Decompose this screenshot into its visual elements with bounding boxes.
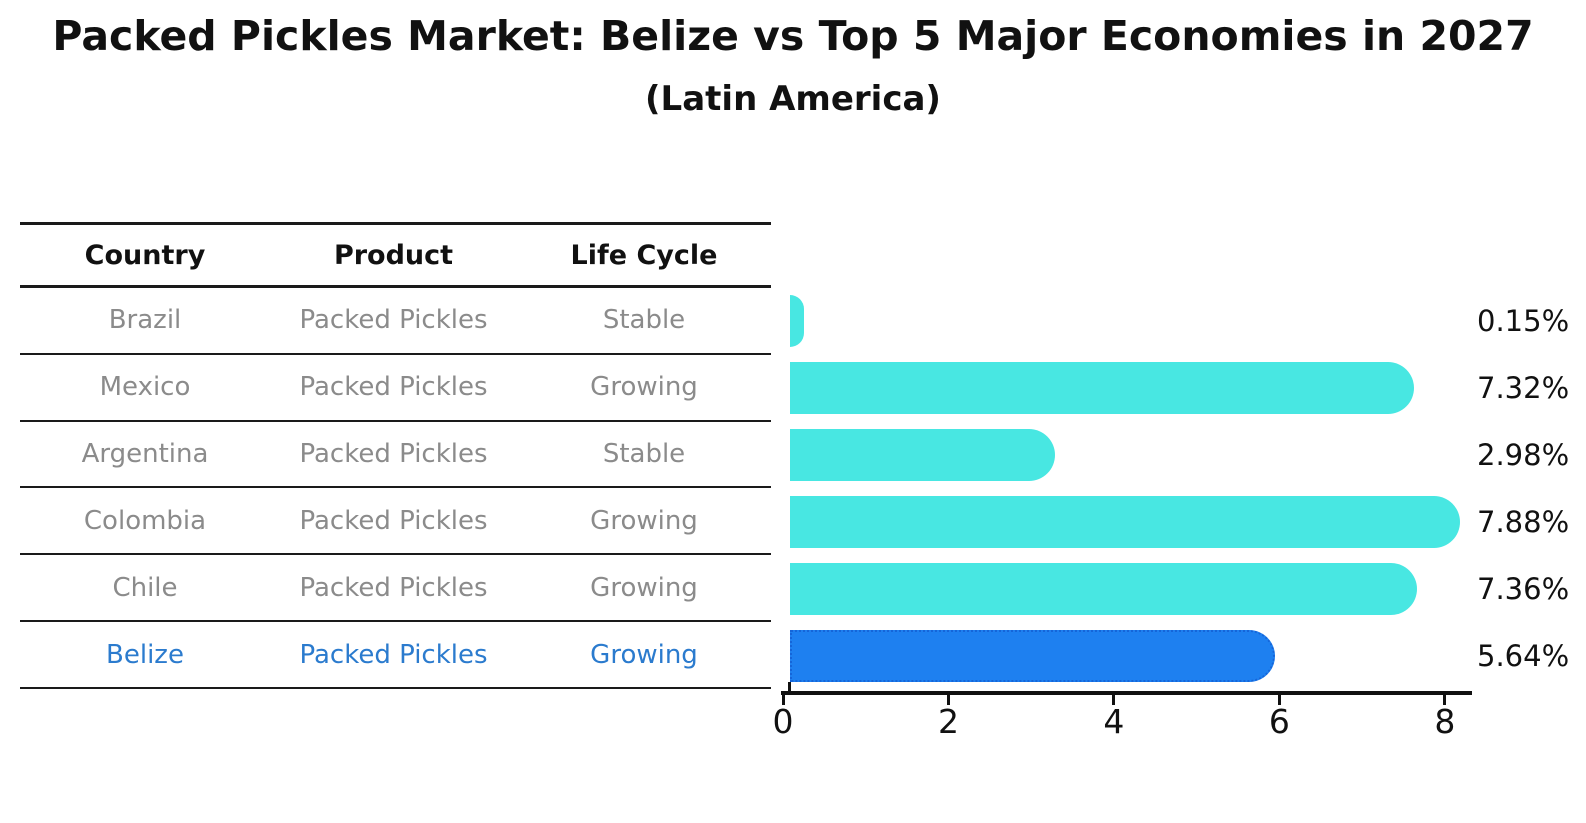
table-body: Brazil Packed Pickles Stable Mexico Packed P… (20, 288, 771, 689)
cell-life-cycle: Stable (602, 439, 686, 470)
value-label-mexico: 7.32% (1477, 371, 1570, 406)
bar-plot (782, 288, 1472, 689)
argentina-bar (790, 429, 1055, 482)
x-tick-0 (781, 695, 785, 705)
x-tick-6 (1277, 695, 1281, 705)
table-header-row: Country Product Life Cycle (20, 222, 771, 288)
cell-country: Argentina (81, 439, 209, 470)
x-tick-label-8: 8 (1434, 702, 1456, 741)
bar-row-colombia (782, 488, 1472, 555)
value-label-chile: 7.36% (1477, 571, 1570, 606)
chart-subtitle: (Latin America) (645, 79, 941, 119)
value-label-brazil: 0.15% (1477, 304, 1570, 339)
cell-product: Packed Pickles (299, 305, 488, 336)
value-labels-column: 0.15% 7.32% 2.98% 7.88% 7.36% 5.64% (1477, 288, 1586, 689)
chart-title: Packed Pickles Market: Belize vs Top 5 M… (52, 12, 1534, 60)
x-tick-4 (1112, 695, 1116, 705)
bar-row-argentina (782, 422, 1472, 489)
y-axis-spine-stub (788, 682, 791, 691)
bar-row-belize (782, 622, 1472, 689)
bar-row-brazil (782, 288, 1472, 355)
cell-life-cycle: Growing (590, 572, 698, 603)
cell-product: Packed Pickles (299, 505, 488, 536)
cell-country: Brazil (108, 305, 182, 336)
cell-product: Packed Pickles (299, 572, 488, 603)
bars-container (782, 288, 1472, 689)
table-row-colombia: Colombia Packed Pickles Growing (20, 488, 771, 556)
bar-row-chile (782, 555, 1472, 622)
table-row-brazil: Brazil Packed Pickles Stable (20, 288, 771, 355)
cell-product: Packed Pickles (299, 372, 488, 403)
x-tick-label-6: 6 (1268, 702, 1290, 741)
mexico-bar (790, 362, 1414, 415)
cell-country: Chile (112, 572, 178, 603)
x-tick-8 (1443, 695, 1447, 705)
value-label-belize: 5.64% (1477, 638, 1570, 673)
table-row-chile: Chile Packed Pickles Growing (20, 555, 771, 623)
cell-country: Belize (106, 639, 184, 670)
cell-product: Packed Pickles (299, 639, 488, 670)
x-tick-label-2: 2 (938, 702, 959, 741)
table-row-mexico: Mexico Packed Pickles Growing (20, 355, 771, 422)
cell-life-cycle: Growing (590, 505, 698, 536)
value-label-argentina: 2.98% (1477, 438, 1570, 473)
belize-bar (790, 629, 1275, 682)
cell-country: Colombia (83, 505, 207, 536)
column-header-country: Country (84, 239, 206, 271)
x-tick-label-4: 4 (1103, 702, 1125, 741)
x-tick-2 (947, 695, 950, 705)
column-header-lifecycle: Life Cycle (570, 239, 718, 271)
cell-life-cycle: Stable (602, 305, 686, 336)
cell-life-cycle: Growing (590, 372, 698, 403)
country-table: Country Product Life Cycle Brazil Packed … (20, 222, 771, 689)
cell-product: Packed Pickles (299, 439, 488, 470)
bar-row-mexico (782, 355, 1472, 422)
column-header-product: Product (333, 239, 454, 271)
value-label-colombia: 7.88% (1477, 504, 1570, 539)
brazil-bar (790, 295, 805, 348)
table-row-argentina: Argentina Packed Pickles Stable (20, 422, 771, 489)
x-tick-label-0: 0 (772, 702, 794, 741)
cell-country: Mexico (99, 372, 191, 403)
chile-bar (790, 562, 1417, 615)
table-row-belize: Belize Packed Pickles Growing (20, 622, 771, 689)
colombia-bar (790, 495, 1460, 548)
x-axis-line (781, 691, 1472, 695)
cell-life-cycle: Growing (590, 639, 698, 670)
